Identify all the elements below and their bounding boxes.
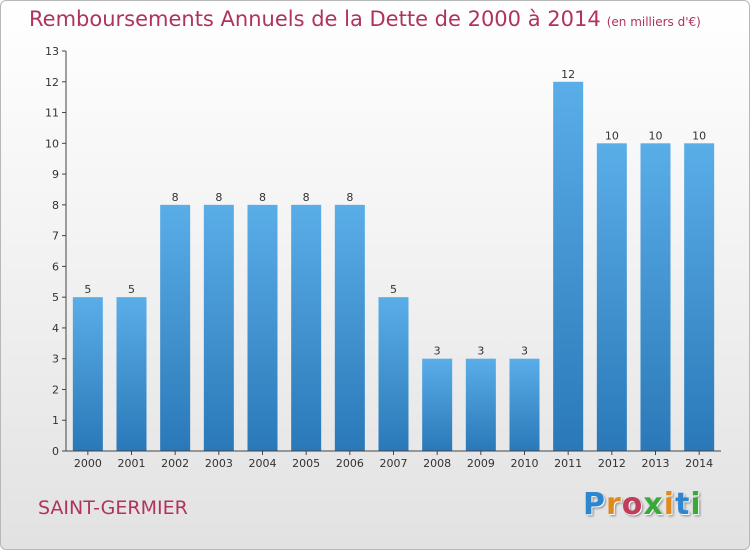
y-tick-label: 11 — [45, 107, 59, 120]
bar-value-label: 8 — [303, 191, 310, 204]
bar-2002 — [160, 204, 191, 451]
x-tick-label: 2006 — [336, 457, 364, 470]
y-tick-label: 1 — [52, 414, 59, 427]
bar-value-label: 12 — [561, 68, 575, 81]
bar-value-label: 8 — [346, 191, 353, 204]
y-tick-label: 8 — [52, 199, 59, 212]
logo-letter: i — [690, 487, 702, 522]
x-tick-label: 2014 — [685, 457, 713, 470]
y-tick-label: 2 — [52, 383, 59, 396]
bar-value-label: 5 — [84, 283, 91, 296]
bar-2004 — [247, 204, 278, 451]
bar-value-label: 8 — [172, 191, 179, 204]
city-name: SAINT-GERMIER — [38, 497, 188, 519]
chart-title: Remboursements Annuels de la Dette de 20… — [29, 7, 701, 31]
x-tick-label: 2011 — [554, 457, 582, 470]
bar-2001 — [116, 297, 147, 451]
bar-2007 — [378, 297, 409, 451]
bar-2009 — [465, 358, 496, 451]
bar-2006 — [334, 204, 365, 451]
bar-2000 — [72, 297, 103, 451]
x-tick-label: 2004 — [249, 457, 277, 470]
x-tick-label: 2007 — [380, 457, 408, 470]
bar-value-label: 3 — [521, 345, 528, 358]
bar-2013 — [640, 143, 671, 452]
logo-letter: P — [583, 487, 606, 522]
bar-2008 — [422, 358, 453, 451]
logo-letter: i — [663, 487, 676, 522]
x-tick-label: 2002 — [161, 457, 189, 470]
bar-value-label: 8 — [215, 191, 222, 204]
logo-letter: o — [621, 487, 644, 522]
y-tick-label: 12 — [45, 76, 59, 89]
bar-value-label: 3 — [434, 345, 441, 358]
y-tick-label: 0 — [52, 445, 59, 458]
x-tick-label: 2003 — [205, 457, 233, 470]
x-tick-label: 2008 — [423, 457, 451, 470]
bar-value-label: 8 — [259, 191, 266, 204]
x-tick-label: 2001 — [118, 457, 146, 470]
logo-letter: x — [643, 487, 664, 522]
x-tick-label: 2010 — [511, 457, 539, 470]
bar-2012 — [596, 143, 627, 452]
bar-2010 — [509, 358, 540, 451]
chart-title-text: Remboursements Annuels de la Dette de 20… — [29, 7, 601, 31]
bars-layer: 5 5 8 8 8 8 8 5 3 3 3 12 10 10 10 — [72, 68, 715, 452]
bar-value-label: 10 — [605, 129, 619, 142]
bar-value-label: 10 — [692, 129, 706, 142]
bar-value-label: 3 — [477, 345, 484, 358]
bar-value-label: 5 — [128, 283, 135, 296]
y-tick-label: 9 — [52, 168, 59, 181]
y-tick-label: 7 — [52, 230, 59, 243]
logo-letter: t — [675, 487, 691, 522]
x-tick-label: 2009 — [467, 457, 495, 470]
logo-letter: r — [606, 487, 622, 522]
y-tick-label: 3 — [52, 353, 59, 366]
bar-2011 — [553, 81, 584, 452]
bar-value-label: 5 — [390, 283, 397, 296]
chart-title-unit: (en milliers d'€) — [606, 15, 701, 29]
y-tick-label: 10 — [45, 137, 59, 150]
x-tick-label: 2005 — [292, 457, 320, 470]
x-tick-label: 2000 — [74, 457, 102, 470]
x-tick-label: 2012 — [598, 457, 626, 470]
bar-2005 — [291, 204, 322, 451]
proxiti-logo[interactable]: Proxiti — [583, 487, 702, 522]
y-tick-label: 5 — [52, 291, 59, 304]
y-tick-label: 13 — [45, 45, 59, 58]
bar-2014 — [684, 143, 715, 452]
bar-value-label: 10 — [649, 129, 663, 142]
bar-2003 — [203, 204, 234, 451]
y-tick-label: 4 — [52, 322, 59, 335]
x-tick-label: 2013 — [642, 457, 670, 470]
y-tick-label: 6 — [52, 260, 59, 273]
